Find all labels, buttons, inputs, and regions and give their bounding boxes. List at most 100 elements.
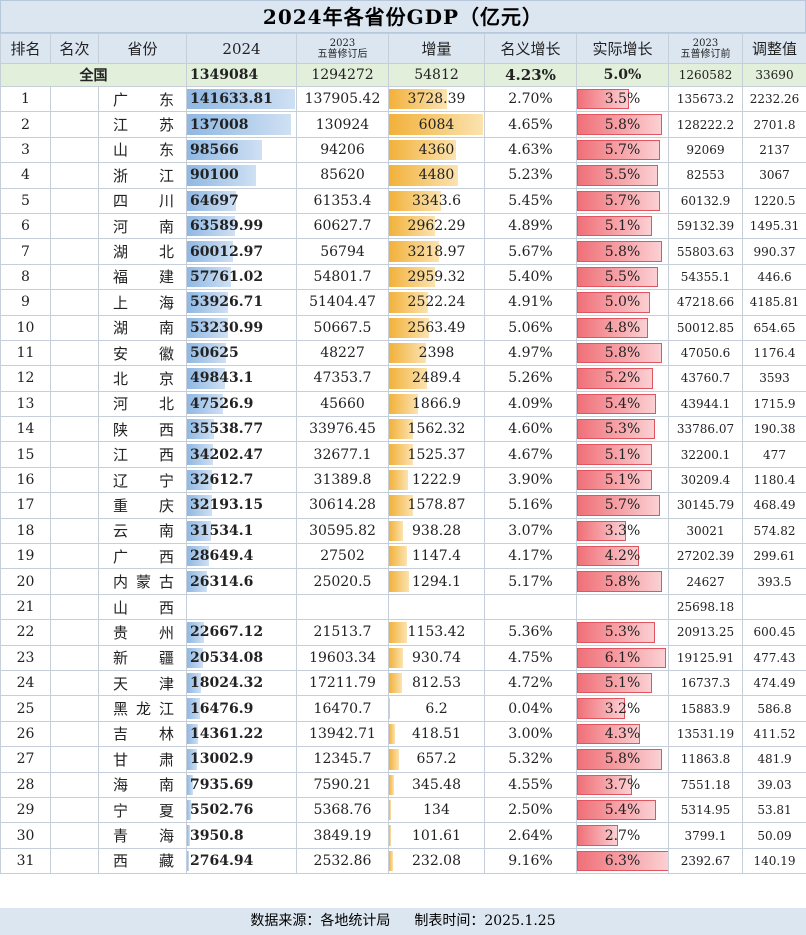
cell-text: 7935.69: [190, 776, 254, 793]
cell: 47218.66: [668, 289, 743, 316]
cell: 53230.99: [186, 314, 297, 341]
cell: [50, 771, 99, 798]
cell: 4.72%: [484, 669, 577, 697]
cell: 32677.1: [296, 441, 389, 468]
cell: 32612.7: [186, 466, 297, 494]
cell: 1715.9: [742, 390, 806, 418]
cell-text: 5.8%: [604, 573, 641, 590]
cell: [50, 111, 99, 138]
header-cell: 名次: [50, 33, 99, 64]
data-bar: [577, 444, 652, 465]
cell-text: 930.74: [412, 649, 461, 666]
data-bar: [577, 469, 652, 491]
header-row: 排名 名次 省份 2024 2023 五普修订后 增量 名义增长 实际增长 2023 五普修订前 调整…: [0, 33, 806, 64]
cell: 9: [0, 289, 51, 316]
data-row: 7 湖北 60012.97 56794 3218.97 5.67% 5.8% 55803.63…: [0, 238, 806, 265]
cell: 5.06%: [484, 314, 577, 341]
cell: [50, 847, 99, 875]
data-bar: [187, 469, 212, 491]
cell-text: 5.7%: [604, 497, 641, 514]
national-cell: 33690: [742, 63, 806, 87]
cell: 0.04%: [484, 695, 577, 722]
cell: 4.75%: [484, 644, 577, 671]
cell: 27202.39: [668, 543, 743, 570]
header-cell: 调整值: [742, 33, 806, 64]
cell: 49843.1: [186, 365, 297, 392]
cell: 128222.2: [668, 111, 743, 138]
data-bar: [577, 850, 668, 872]
data-bar: [577, 672, 652, 694]
data-bar: [389, 749, 400, 770]
cell: 393.5: [742, 568, 806, 595]
cell: [576, 593, 669, 621]
cell: 4.97%: [484, 339, 577, 367]
cell: 50.09: [742, 822, 806, 849]
cell: 4.65%: [484, 111, 577, 138]
cell: 浙江: [98, 162, 187, 189]
cell: 广东: [98, 85, 187, 113]
cell: 3.3%: [576, 517, 669, 545]
cell-text: 13002.9: [190, 751, 254, 768]
cell: 湖南: [98, 314, 187, 341]
cell-text: 5.8%: [604, 243, 641, 260]
cell-text: 3.2%: [604, 700, 641, 717]
cell: 11863.8: [668, 746, 743, 773]
data-bar: [577, 317, 648, 338]
national-cell: 1294272: [296, 63, 389, 87]
cell: 1578.87: [388, 492, 485, 519]
data-bar: [389, 622, 407, 643]
cell: 55803.63: [668, 238, 743, 265]
data-bar: [187, 241, 233, 262]
cell-text: 2489.4: [412, 370, 461, 387]
data-bar: [577, 571, 662, 592]
cell: 4.63%: [484, 136, 577, 164]
cell-text: 31534.1: [190, 522, 254, 539]
cell: 山东: [98, 136, 187, 164]
data-bar: [577, 495, 661, 516]
cell: 31: [0, 847, 51, 875]
cell: [50, 416, 99, 443]
cell: 990.37: [742, 238, 806, 265]
cell: 30614.28: [296, 492, 389, 519]
cell: 190.38: [742, 416, 806, 443]
cell-text: 34202.47: [190, 446, 264, 463]
cell-text: 938.28: [412, 522, 461, 539]
cell-text: 5.7%: [604, 192, 641, 209]
cell: 5.26%: [484, 365, 577, 392]
header-cell: 省份: [98, 33, 187, 64]
data-bar: [187, 139, 263, 161]
cell: 5.16%: [484, 492, 577, 519]
cell-text: 2962.29: [407, 218, 466, 235]
cell: 10: [0, 314, 51, 341]
cell: 5502.76: [186, 796, 297, 824]
source: 数据来源：各地统计局: [250, 913, 391, 929]
cell: 5.45%: [484, 187, 577, 214]
cell: 海南: [98, 771, 187, 798]
cell-text: 5.4%: [604, 802, 641, 819]
header-cell: 实际增长: [576, 33, 669, 64]
data-row: 9 上海 53926.71 51404.47 2522.24 4.91% 5.0% 47218…: [0, 289, 806, 316]
header-cell: 2024: [186, 33, 297, 64]
cell: 2563.49: [388, 314, 485, 341]
cell: [50, 568, 99, 595]
cell: 5314.95: [668, 796, 743, 824]
cell: 15883.9: [668, 695, 743, 722]
cell-text: 2563.49: [407, 319, 466, 336]
cell: 3799.1: [668, 822, 743, 849]
data-bar: [187, 393, 224, 415]
data-row: 12 北京 49843.1 47353.7 2489.4 5.26% 5.2% 43760.7…: [0, 365, 806, 392]
cell-text: 2764.94: [190, 852, 254, 869]
data-bar: [187, 825, 190, 846]
cell-text: 4360: [418, 141, 455, 158]
cell: 474.49: [742, 669, 806, 697]
cell-text: 2959.32: [407, 268, 466, 285]
cell-text: 3728.39: [407, 91, 466, 108]
cell: 94206: [296, 136, 389, 164]
data-bar: [389, 165, 459, 186]
cell: 8: [0, 263, 51, 291]
cell: 20: [0, 568, 51, 595]
cell-text: 2.7%: [604, 827, 641, 844]
data-bar: [389, 444, 413, 465]
cell: 938.28: [388, 517, 485, 545]
cell: 2522.24: [388, 289, 485, 316]
